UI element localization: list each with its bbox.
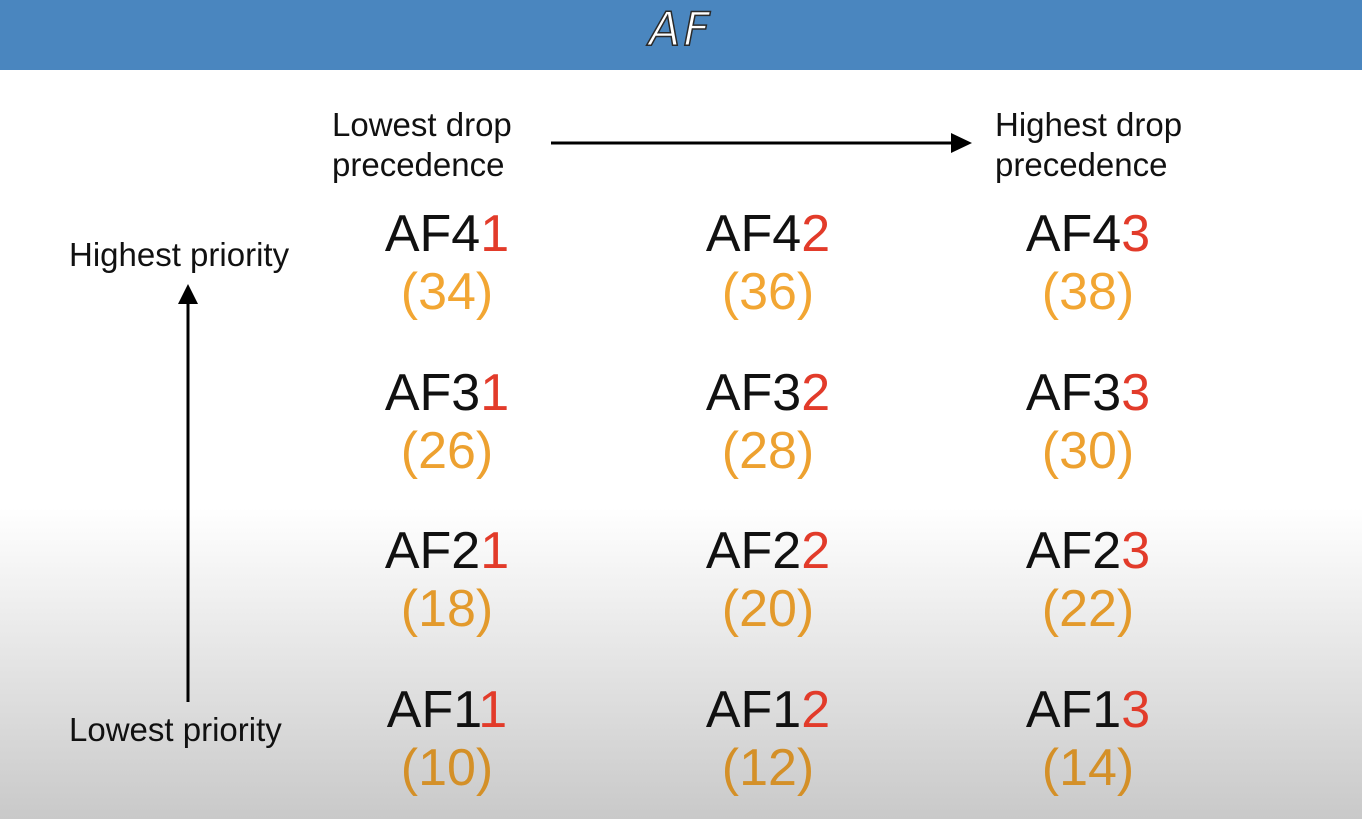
af-cell: AF43 (38) [988,205,1188,321]
dscp-value: (20) [721,580,815,638]
af-class-prefix: AF3 [1025,364,1122,422]
af-cell: AF13 (14) [988,681,1188,797]
af-code: AF42 [668,205,868,263]
af-class-prefix: AF3 [705,364,802,422]
highest-drop-text: Highest drop precedence [995,106,1183,183]
lowest-drop-label: Lowest drop precedence [332,105,542,185]
dscp-value: (12) [721,739,815,797]
dscp-value: (10) [400,739,494,797]
af-class-prefix: AF2 [384,522,481,580]
lowest-priority-label: Lowest priority [69,711,282,748]
af-class-prefix: AF1 [705,681,802,739]
af-code: AF32 [668,364,868,422]
drop-precedence-digit: 3 [1121,364,1151,422]
af-cell: AF31 (26) [347,364,547,480]
af-cell: AF22 (20) [668,522,868,638]
af-code: AF41 [347,205,547,263]
af-cell: AF33 (30) [988,364,1188,480]
title-banner: AF [0,0,1362,70]
drop-precedence-digit: 1 [478,681,508,739]
drop-precedence-digit: 3 [1121,205,1151,263]
drop-precedence-digit: 2 [801,205,831,263]
drop-precedence-digit: 1 [480,205,510,263]
af-class-prefix: AF2 [705,522,802,580]
af-cell: AF41 (34) [347,205,547,321]
af-cell: AF12 (12) [668,681,868,797]
af-class-prefix: AF4 [1025,205,1122,263]
af-cell: AF42 (36) [668,205,868,321]
dscp-value: (14) [1041,739,1135,797]
dscp-value: (18) [400,580,494,638]
drop-precedence-digit: 2 [801,364,831,422]
drop-precedence-digit: 2 [801,681,831,739]
drop-precedence-digit: 3 [1121,522,1151,580]
af-code: AF43 [988,205,1188,263]
dscp-value: (30) [1041,422,1135,480]
drop-precedence-digit: 3 [1121,681,1151,739]
highest-priority-label: Highest priority [69,236,290,273]
af-class-prefix: AF4 [384,205,481,263]
af-class-prefix: AF2 [1025,522,1122,580]
af-class-prefix: AF3 [384,364,481,422]
drop-precedence-arrow [551,133,972,153]
dscp-value: (38) [1041,263,1135,321]
af-code: AF13 [988,681,1188,739]
lowest-drop-text: Lowest drop precedence [332,106,512,183]
af-code: AF33 [988,364,1188,422]
dscp-value: (28) [721,422,815,480]
priority-arrow [178,284,198,702]
af-code: AF31 [347,364,547,422]
drop-precedence-digit: 1 [480,364,510,422]
dscp-value: (22) [1041,580,1135,638]
af-code: AF22 [668,522,868,580]
drop-precedence-digit: 1 [480,522,510,580]
drop-precedence-digit: 2 [801,522,831,580]
af-cell: AF23 (22) [988,522,1188,638]
page-title: AF [648,1,713,57]
dscp-value: (34) [400,263,494,321]
highest-drop-label: Highest drop precedence [995,105,1210,185]
af-cell: AF32 (28) [668,364,868,480]
af-code: AF12 [668,681,868,739]
af-class-prefix: AF1 [386,681,479,739]
af-cell: AF11 (10) [347,681,547,797]
dscp-value: (26) [400,422,494,480]
af-cell: AF21 (18) [347,522,547,638]
af-class-prefix: AF4 [705,205,802,263]
af-code: AF11 [347,681,547,739]
af-class-prefix: AF1 [1025,681,1122,739]
af-code: AF23 [988,522,1188,580]
dscp-value: (36) [721,263,815,321]
af-code: AF21 [347,522,547,580]
